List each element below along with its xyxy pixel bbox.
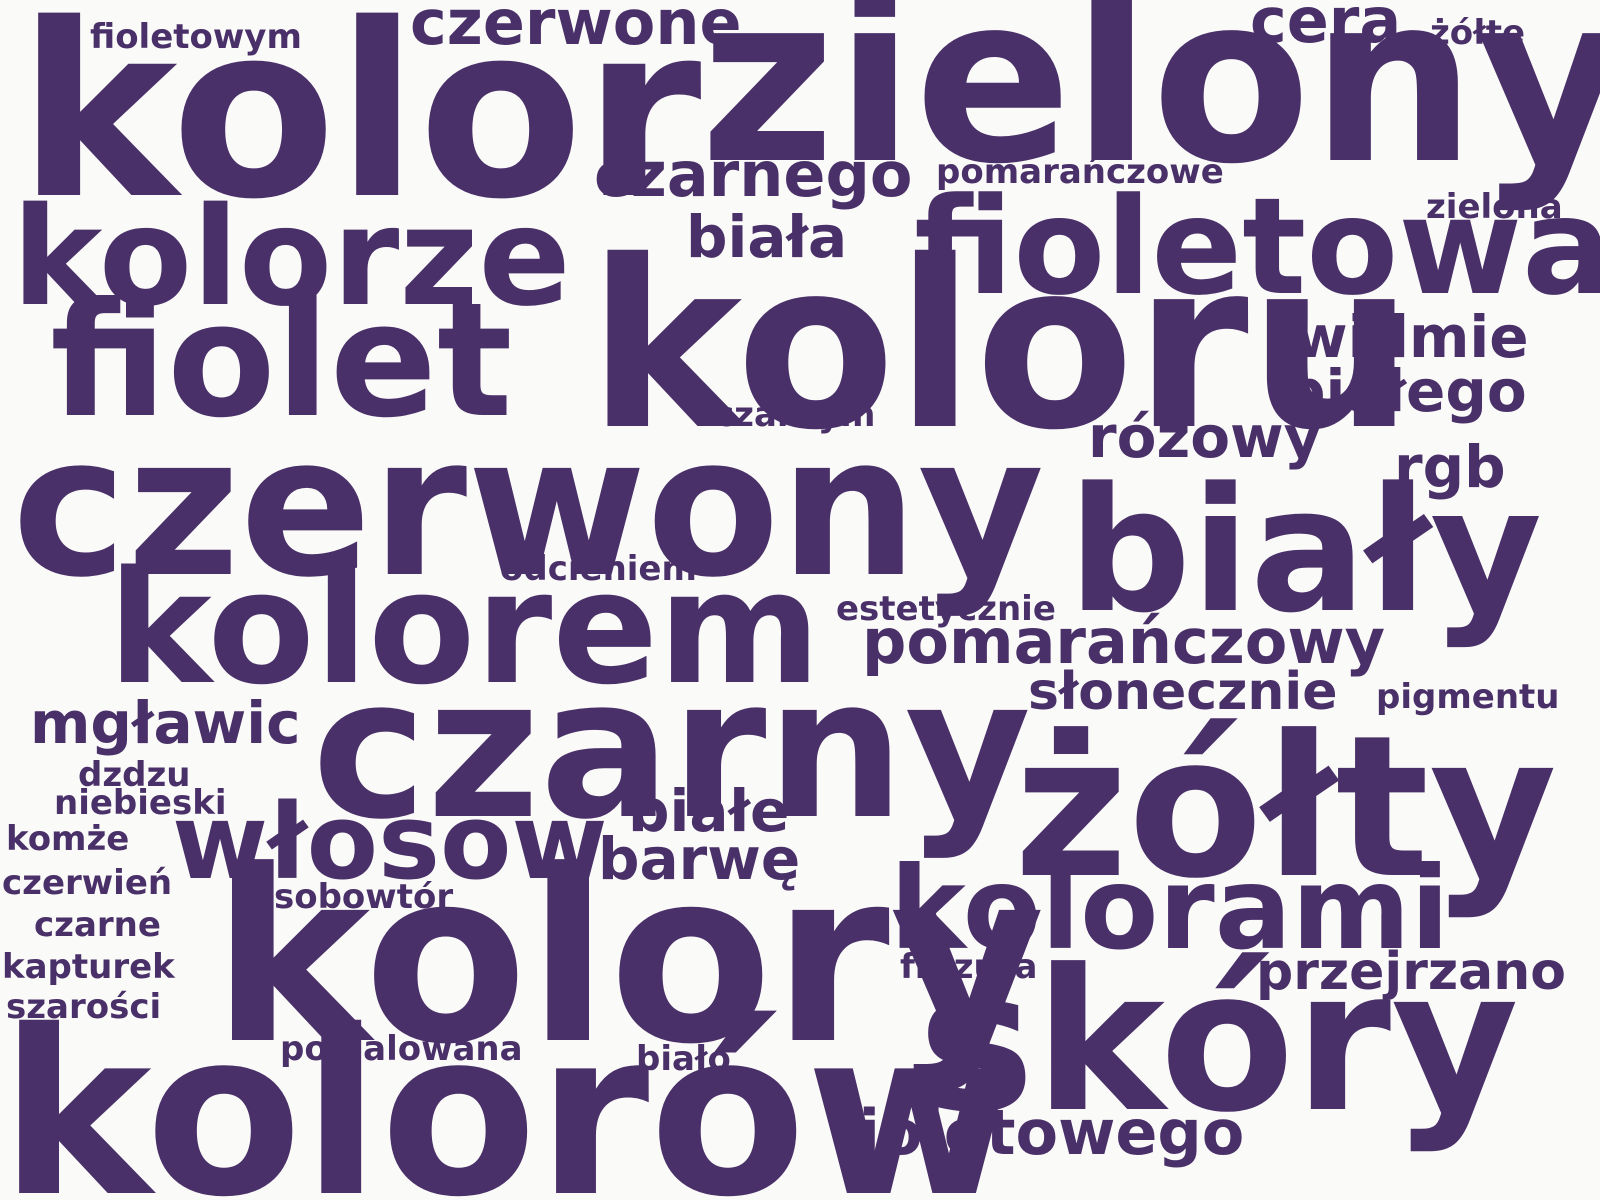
word-czarnym: czarnym xyxy=(714,395,876,435)
word-slonecznie: słonecznie xyxy=(1028,662,1338,722)
word-zielony: zielony xyxy=(700,0,1600,215)
word-pomaranczowy: pomarańczowy xyxy=(862,605,1386,678)
word-czarne: czarne xyxy=(34,905,161,945)
word-czarnego: czarnego xyxy=(594,138,913,211)
word-skory: skóry xyxy=(918,928,1519,1156)
word-bialy: biały xyxy=(1068,450,1543,651)
word-fioletowego: fioletowego xyxy=(834,1096,1245,1169)
word-mglawic: mgławic xyxy=(30,689,301,757)
word-kolor: kolor xyxy=(18,0,702,252)
word-dzdzu: dzdzu xyxy=(78,755,191,795)
word-komze: komże xyxy=(6,819,130,859)
word-zolte: żółte xyxy=(1430,13,1526,53)
word-pomaranczowe: pomarańczowe xyxy=(936,152,1224,192)
word-fioletowym: fioletowym xyxy=(90,17,302,57)
word-biale: białe xyxy=(628,777,790,845)
word-szarosci: szarości xyxy=(6,987,162,1027)
word-czerwien: czerwień xyxy=(2,863,173,903)
word-czerwony: czerwony xyxy=(12,394,1045,620)
word-kolorami: kolorami xyxy=(890,842,1450,975)
word-bialo: biało xyxy=(636,1039,731,1079)
word-bialego: białego xyxy=(1284,357,1527,425)
word-pomalowana: pomalowana xyxy=(280,1029,523,1069)
word-cera: cera xyxy=(1250,0,1402,57)
word-rozowy: różowy xyxy=(1088,403,1322,471)
word-kapturek: kapturek xyxy=(2,947,175,987)
word-biala: biała xyxy=(686,203,848,271)
word-pigmentu: pigmentu xyxy=(1376,677,1560,717)
word-zielona: zielona xyxy=(1426,187,1563,227)
word-fryzura: fryzura xyxy=(900,947,1038,987)
word-przejrzano: przejrzano xyxy=(1256,942,1566,1002)
word-kolorze: kolorze xyxy=(12,179,571,337)
word-czarny: czarny xyxy=(312,636,1032,862)
word-fioletowa: fioletowa xyxy=(914,169,1600,325)
word-odcieniem: odcieniem xyxy=(500,549,697,589)
word-czerwone: czerwone xyxy=(410,0,742,59)
word-kolorem: kolorem xyxy=(108,537,821,719)
word-niebieski: niebieski xyxy=(54,783,227,823)
word-sobowtor: sobowtór xyxy=(274,877,454,917)
word-rgb: rgb xyxy=(1394,433,1506,501)
word-koloru: koloru xyxy=(588,211,1414,481)
word-widmie: widmie xyxy=(1294,303,1529,371)
word-estetycznie: estetycznie xyxy=(836,589,1056,629)
word-wlosow: włosów xyxy=(172,781,608,903)
word-barwe: barwę xyxy=(598,825,801,893)
word-zolty: żółty xyxy=(1014,694,1557,922)
word-fiolet: fiolet xyxy=(50,269,513,453)
word-kolory: kolory xyxy=(212,820,1045,1097)
word-kolorow: kolorów xyxy=(0,981,1017,1200)
